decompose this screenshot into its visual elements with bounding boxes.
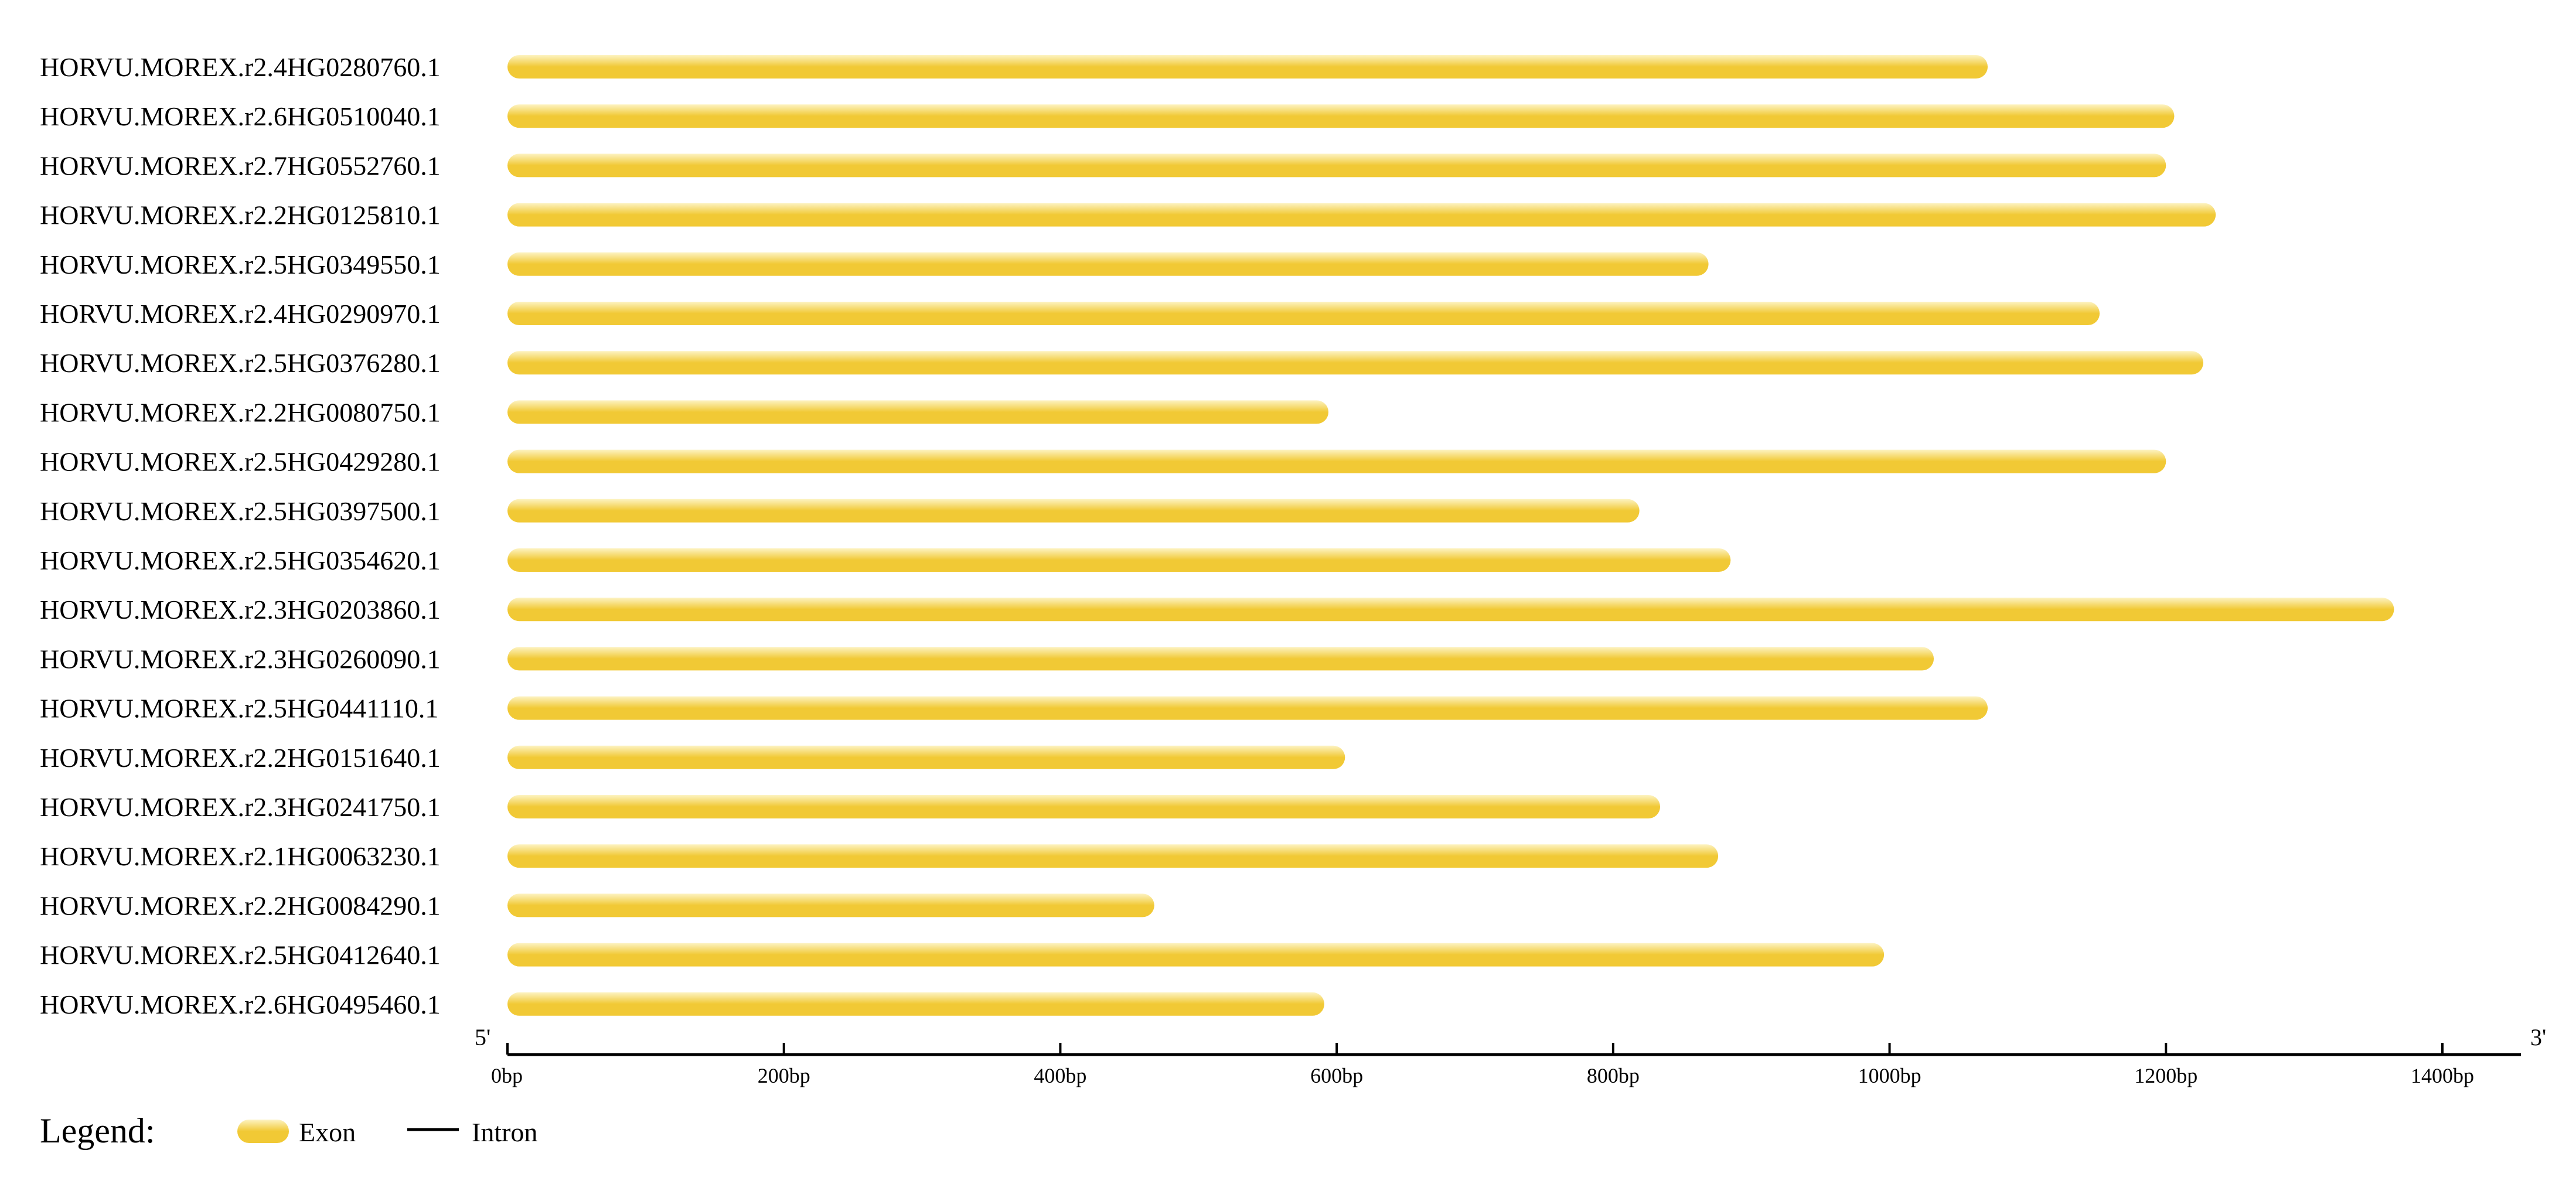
gene-row: HORVU.MOREX.r2.6HG0495460.1 [40,990,1324,1019]
gene-row: HORVU.MOREX.r2.7HG0552760.1 [40,151,2166,180]
gene-rows: HORVU.MOREX.r2.4HG0280760.1 HORVU.MOREX.r… [40,52,2394,1019]
gene-label: HORVU.MOREX.r2.7HG0552760.1 [40,151,441,180]
gene-label: HORVU.MOREX.r2.6HG0495460.1 [40,990,441,1019]
gene-row: HORVU.MOREX.r2.3HG0203860.1 [40,595,2394,625]
gene-label: HORVU.MOREX.r2.6HG0510040.1 [40,101,441,131]
gene-label: HORVU.MOREX.r2.3HG0203860.1 [40,595,441,625]
gene-label: HORVU.MOREX.r2.4HG0290970.1 [40,299,441,329]
exon-bar [507,449,2166,473]
gene-label: HORVU.MOREX.r2.1HG0063230.1 [40,841,441,871]
gene-row: HORVU.MOREX.r2.5HG0349550.1 [40,250,1709,279]
gene-row: HORVU.MOREX.r2.5HG0441110.1 [40,694,1988,724]
exon-bar [507,252,1709,276]
exon-bar [507,499,1640,523]
gene-row: HORVU.MOREX.r2.1HG0063230.1 [40,841,1719,871]
gene-row: HORVU.MOREX.r2.2HG0125810.1 [40,200,2216,230]
gene-label: HORVU.MOREX.r2.2HG0151640.1 [40,743,441,773]
gene-row: HORVU.MOREX.r2.4HG0280760.1 [40,52,1988,82]
gene-row: HORVU.MOREX.r2.5HG0354620.1 [40,545,1731,575]
exon-bar [507,696,1988,720]
legend-exon-swatch [237,1120,289,1143]
gene-row: HORVU.MOREX.r2.3HG0241750.1 [40,792,1661,822]
gene-row: HORVU.MOREX.r2.2HG0151640.1 [40,743,1345,773]
gene-label: HORVU.MOREX.r2.2HG0080750.1 [40,397,441,427]
exon-bar [507,548,1731,572]
axis-ticks: 0bp 200bp 400bp 600bp 800bp 1000bp 1200bp 1400b… [491,1043,2474,1087]
gene-label: HORVU.MOREX.r2.5HG0349550.1 [40,250,441,279]
gene-label: HORVU.MOREX.r2.2HG0084290.1 [40,891,441,920]
gene-row: HORVU.MOREX.r2.3HG0260090.1 [40,644,1934,674]
gene-label: HORVU.MOREX.r2.5HG0354620.1 [40,545,441,575]
exon-bar [507,351,2203,375]
exon-bar [507,203,2216,227]
gene-label: HORVU.MOREX.r2.5HG0412640.1 [40,940,441,970]
exon-bar [507,745,1345,769]
axis-tick-label: 0bp [491,1064,523,1087]
axis-tick-label: 800bp [1587,1064,1640,1087]
gene-row: HORVU.MOREX.r2.2HG0080750.1 [40,397,1328,427]
exon-bar [507,893,1154,917]
legend-intron-label: Intron [472,1117,537,1147]
axis-tick-label: 1400bp [2411,1064,2474,1087]
exon-bar [507,104,2175,128]
gene-row: HORVU.MOREX.r2.2HG0084290.1 [40,891,1154,920]
axis-tick-label: 200bp [758,1064,810,1087]
gene-label: HORVU.MOREX.r2.5HG0441110.1 [40,694,438,724]
gene-label: HORVU.MOREX.r2.4HG0280760.1 [40,52,441,82]
gene-row: HORVU.MOREX.r2.5HG0376280.1 [40,348,2203,378]
gene-row: HORVU.MOREX.r2.4HG0290970.1 [40,299,2100,329]
gene-label: HORVU.MOREX.r2.2HG0125810.1 [40,200,441,230]
exon-bar [507,844,1719,868]
exon-bar [507,943,1885,967]
exon-bar [507,795,1661,818]
exon-bar [507,992,1324,1016]
x-axis: 5' 3' 0bp 200bp 400bp 600bp 800bp 1000bp 1200b… [475,1024,2546,1087]
axis-tick-label: 1000bp [1858,1064,1921,1087]
axis-tick-label: 600bp [1310,1064,1363,1087]
legend-title: Legend: [40,1111,155,1150]
gene-row: HORVU.MOREX.r2.5HG0429280.1 [40,447,2166,477]
gene-label: HORVU.MOREX.r2.3HG0241750.1 [40,792,441,822]
exon-bar [507,153,2166,178]
gene-row: HORVU.MOREX.r2.5HG0412640.1 [40,940,1885,970]
three-prime-label: 3' [2530,1024,2546,1050]
gene-row: HORVU.MOREX.r2.6HG0510040.1 [40,101,2175,131]
exon-bar [507,302,2100,325]
gene-label: HORVU.MOREX.r2.5HG0376280.1 [40,348,441,378]
exon-bar [507,55,1988,79]
gene-label: HORVU.MOREX.r2.3HG0260090.1 [40,644,441,674]
legend: Legend: Exon Intron [40,1111,537,1150]
gene-label: HORVU.MOREX.r2.5HG0429280.1 [40,447,441,477]
gene-row: HORVU.MOREX.r2.5HG0397500.1 [40,496,1640,526]
exon-bar [507,598,2394,622]
exon-bar [507,647,1934,671]
exon-bar [507,400,1328,424]
legend-exon-label: Exon [299,1117,356,1147]
axis-tick-label: 1200bp [2134,1064,2197,1087]
five-prime-label: 5' [475,1024,490,1050]
gene-label: HORVU.MOREX.r2.5HG0397500.1 [40,496,441,526]
axis-tick-label: 400bp [1034,1064,1086,1087]
